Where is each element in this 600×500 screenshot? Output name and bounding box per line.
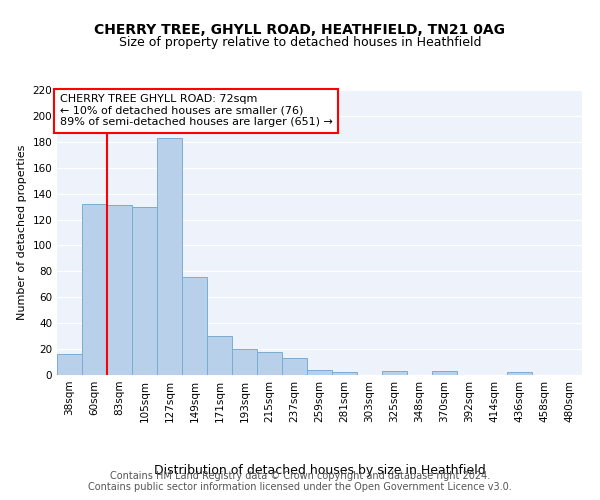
Bar [57,354,82,375]
Bar [182,276,207,375]
Text: Contains HM Land Registry data © Crown copyright and database right 2024.: Contains HM Land Registry data © Crown c… [110,471,490,481]
Bar [382,371,407,375]
Text: Size of property relative to detached houses in Heathfield: Size of property relative to detached ho… [119,36,481,49]
Bar [332,372,357,375]
Text: Contains public sector information licensed under the Open Government Licence v3: Contains public sector information licen… [88,482,512,492]
Bar [307,370,332,375]
Bar [157,138,182,375]
Bar [207,336,232,375]
Text: CHERRY TREE, GHYLL ROAD, HEATHFIELD, TN21 0AG: CHERRY TREE, GHYLL ROAD, HEATHFIELD, TN2… [95,22,505,36]
Bar [82,204,107,375]
Bar [282,358,307,375]
Bar [132,206,157,375]
Bar [107,206,132,375]
Bar [507,372,532,375]
Bar [432,371,457,375]
X-axis label: Distribution of detached houses by size in Heathfield: Distribution of detached houses by size … [154,464,485,476]
Text: CHERRY TREE GHYLL ROAD: 72sqm
← 10% of detached houses are smaller (76)
89% of s: CHERRY TREE GHYLL ROAD: 72sqm ← 10% of d… [59,94,332,128]
Y-axis label: Number of detached properties: Number of detached properties [17,145,27,320]
Bar [257,352,282,375]
Bar [232,349,257,375]
